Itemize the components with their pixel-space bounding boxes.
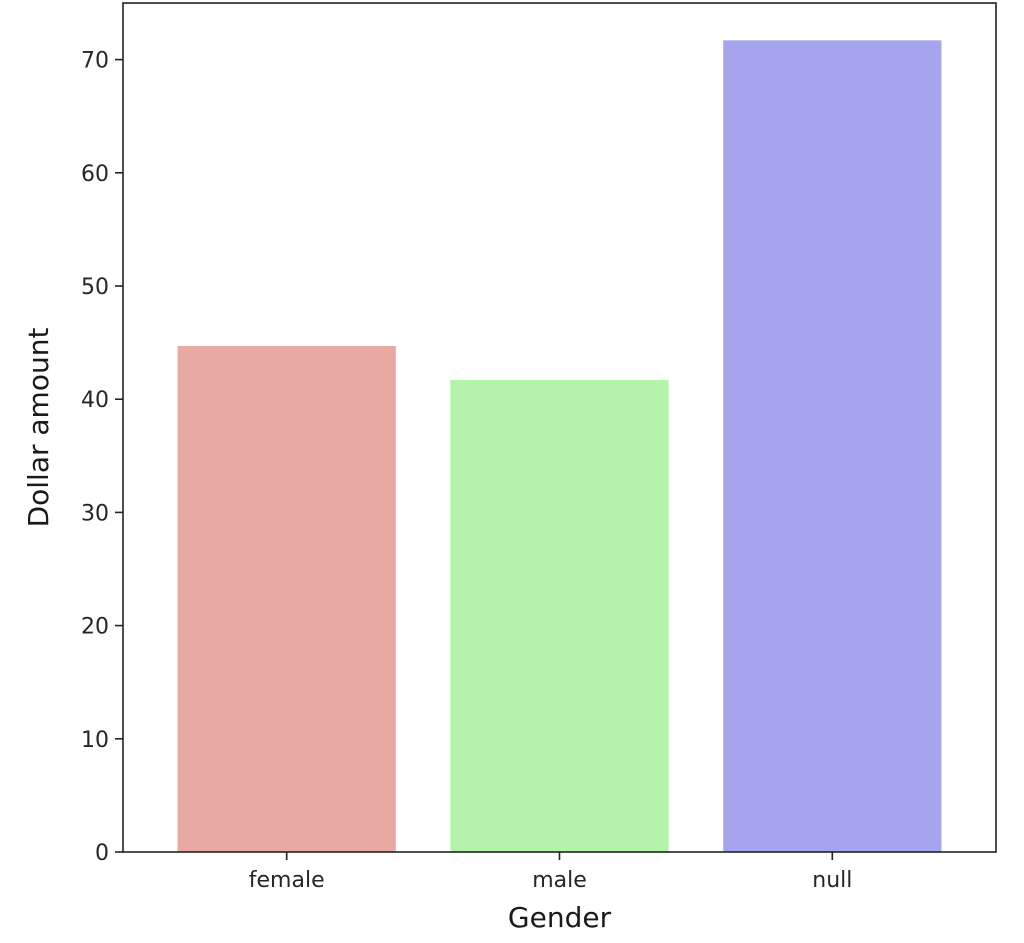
bar-female	[177, 345, 396, 852]
y-tick-label-0: 0	[95, 841, 109, 866]
y-tick-label-40: 40	[81, 388, 109, 413]
y-tick-label-70: 70	[81, 49, 109, 74]
x-tick-label-female: female	[249, 868, 325, 893]
y-tick-label-20: 20	[81, 615, 109, 640]
bars-group	[177, 40, 942, 852]
y-tick-label-10: 10	[81, 728, 109, 753]
x-axis: female male null	[249, 852, 852, 893]
plot-frame	[122, 2, 997, 853]
x-tick-label-null: null	[812, 868, 852, 893]
y-axis-label: Dollar amount	[22, 328, 55, 528]
bar-null	[723, 40, 942, 852]
y-tick-label-30: 30	[81, 501, 109, 526]
y-tick-label-50: 50	[81, 275, 109, 300]
y-axis: 0 10 20 30 40 50 60 70	[81, 49, 123, 866]
x-tick-label-male: male	[532, 868, 587, 893]
y-tick-label-60: 60	[81, 162, 109, 187]
x-axis-label: Gender	[508, 901, 612, 934]
bar-male	[450, 379, 669, 852]
